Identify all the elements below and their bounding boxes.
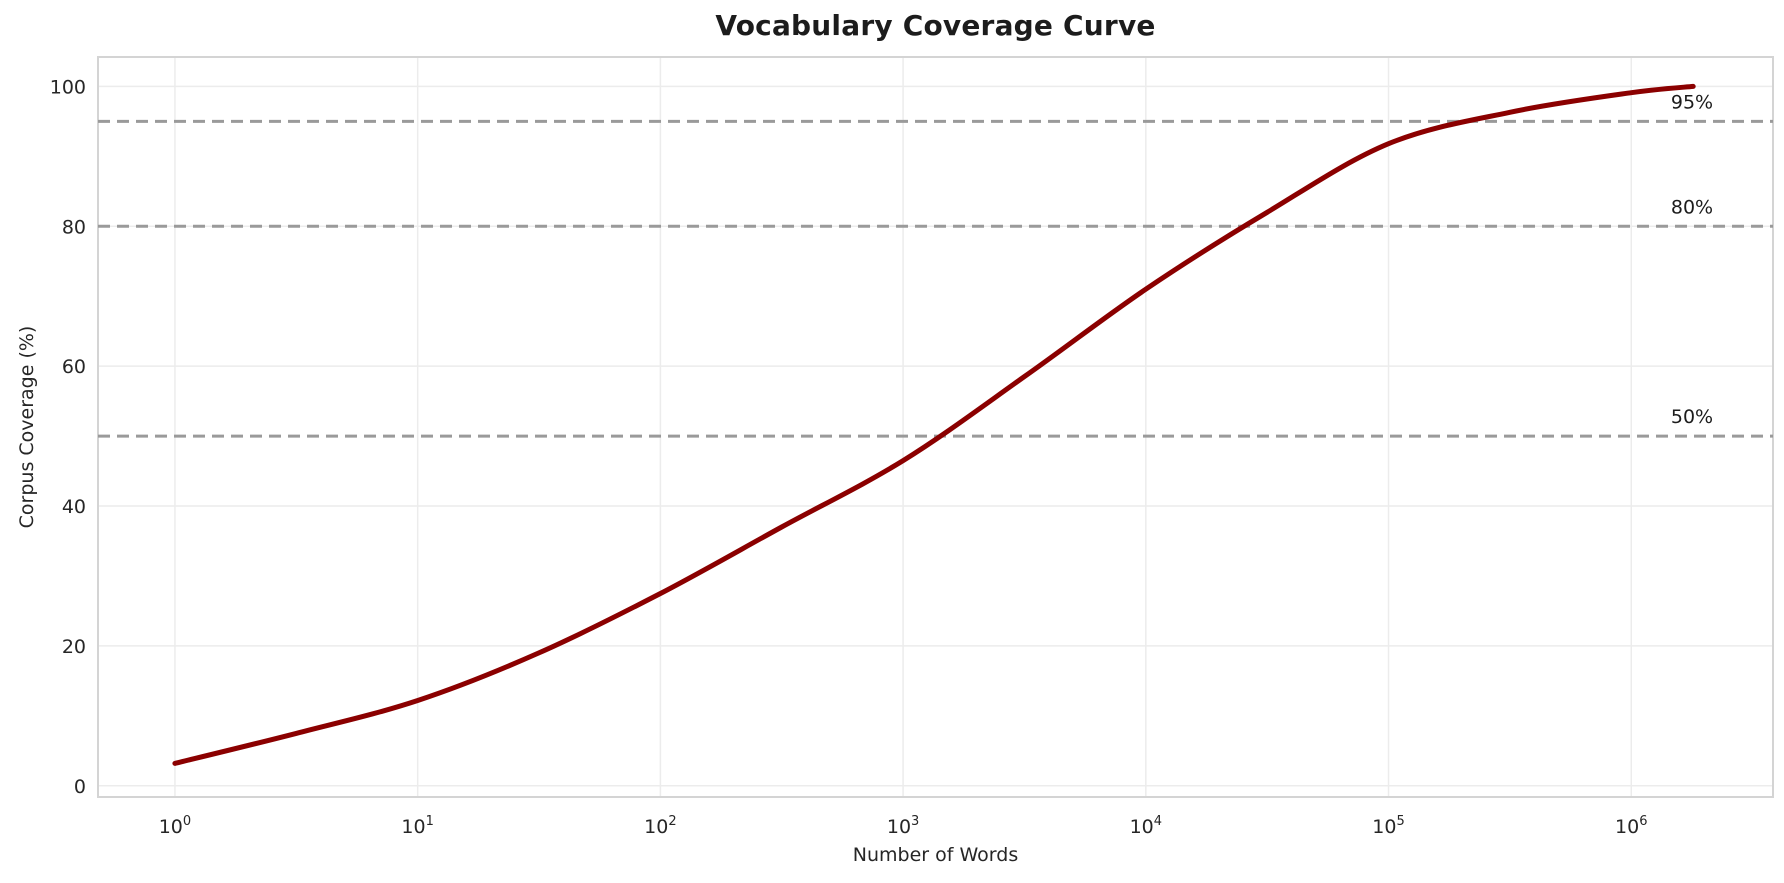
y-tick-label: 80 bbox=[62, 216, 86, 238]
y-tick-label: 0 bbox=[74, 776, 86, 798]
chart-title: Vocabulary Coverage Curve bbox=[715, 9, 1156, 42]
y-tick-label: 100 bbox=[50, 76, 86, 98]
x-axis-label: Number of Words bbox=[852, 844, 1019, 866]
threshold-label-50: 50% bbox=[1671, 406, 1713, 428]
y-tick-label: 60 bbox=[62, 356, 86, 378]
y-tick-label: 40 bbox=[62, 496, 86, 518]
vocabulary-coverage-curve bbox=[172, 83, 1696, 766]
threshold-label-80: 80% bbox=[1671, 196, 1713, 218]
y-axis-label: Corpus Coverage (%) bbox=[16, 325, 38, 529]
y-tick-label: 20 bbox=[62, 636, 86, 658]
threshold-label-95: 95% bbox=[1671, 91, 1713, 113]
plot-border bbox=[97, 56, 1774, 798]
